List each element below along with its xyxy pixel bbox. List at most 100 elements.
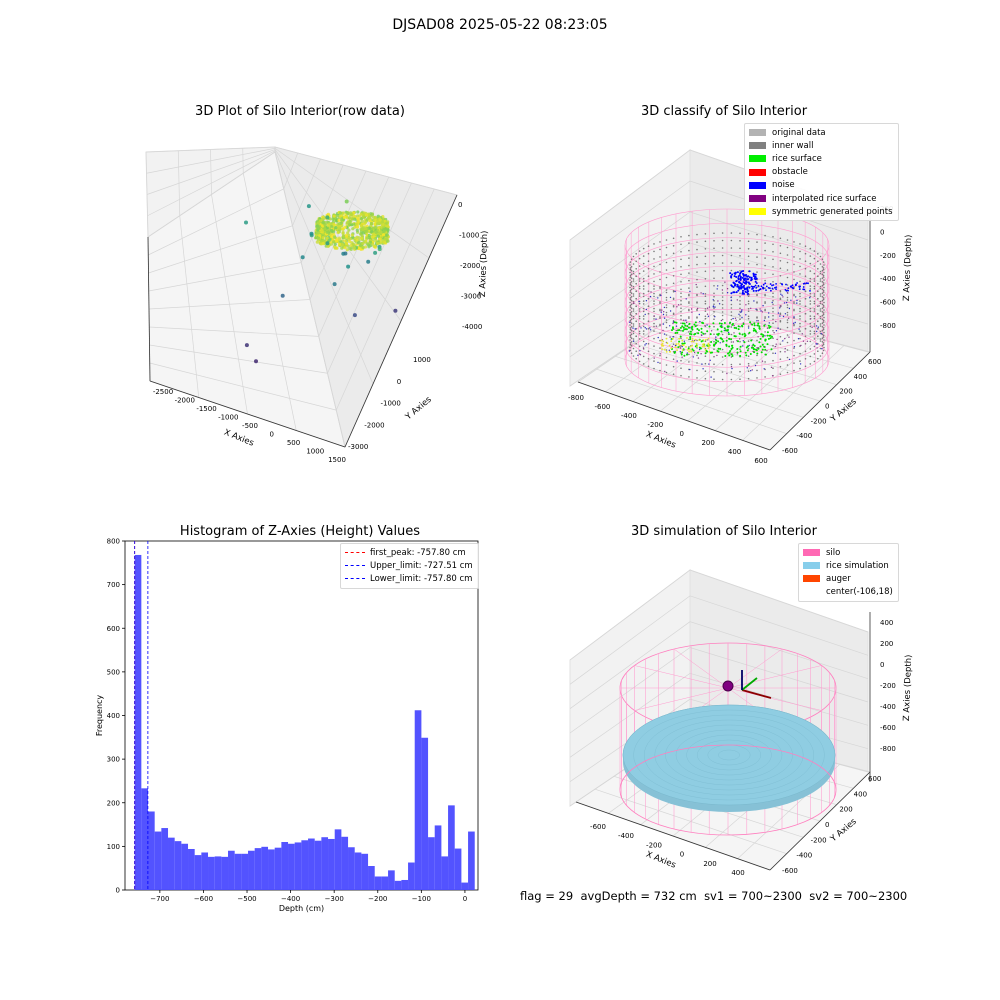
p2-wall-point: [688, 346, 690, 348]
p2-wall-point: [730, 292, 733, 294]
panel4-legend: silo rice simulation auger center(-106,18): [798, 543, 899, 602]
p1-data-point: [384, 221, 388, 225]
p2-wall-point: [642, 262, 645, 265]
p2-noise-cluster: [742, 274, 745, 277]
p1-data-point: [327, 231, 331, 235]
p2-wall-point: [632, 263, 635, 265]
p4-xtick-label: -400: [618, 832, 634, 840]
p1-data-point: [383, 228, 387, 232]
p4-rice-surface: [622, 704, 836, 806]
p2-wall-point: [821, 318, 824, 321]
p2-noise-cluster: [798, 285, 801, 288]
p2-wall-point: [809, 247, 812, 250]
p2-symmetric-point: [662, 344, 665, 347]
p2-rice-point: [739, 345, 742, 348]
p2-noise-point: [689, 290, 691, 293]
p2-symmetric-point: [692, 340, 695, 343]
p2-wall-point: [665, 299, 668, 301]
p1-data-point: [359, 247, 363, 251]
p2-wall-point: [642, 330, 645, 332]
p1-data-point: [333, 246, 338, 250]
p1-data-point: [385, 234, 390, 238]
p1-data-point: [317, 233, 322, 237]
p1-data-point: [350, 216, 354, 221]
p1-data-point: [383, 228, 387, 232]
p1-data-point: [378, 218, 382, 222]
p2-wall-point: [823, 301, 825, 304]
p2-wall-point: [653, 303, 655, 305]
p2-rice-point: [704, 352, 707, 355]
p2-rice-point: [769, 325, 772, 328]
p2-rice-point: [752, 348, 755, 351]
p2-wall-point: [665, 319, 668, 321]
p1-data-point: [318, 229, 322, 233]
p2-wall-point: [813, 300, 816, 303]
p2-silo-ring: [624, 251, 830, 325]
p4-legend-label: silo: [826, 547, 841, 558]
p1-data-point: [321, 227, 325, 231]
p2-wall-point: [739, 285, 741, 287]
p1-data-point: [359, 247, 363, 251]
p1-data-point: [325, 233, 329, 237]
p2-rice-point: [681, 322, 684, 325]
p1-data-point: [377, 230, 381, 234]
p1-data-point: [364, 220, 368, 224]
p2-wall-point: [659, 301, 661, 303]
p2-noise-cluster: [754, 273, 757, 276]
p2-rice-point: [763, 324, 766, 327]
p2-noise-cluster: [744, 277, 747, 280]
p2-noise-cluster: [738, 287, 741, 290]
p1-data-point: [320, 222, 324, 226]
p2-wall-point: [819, 272, 822, 275]
p1-data-point: [379, 230, 383, 234]
p1-data-point: [317, 231, 321, 235]
p1-data-point: [376, 216, 380, 220]
p2-wall-point: [638, 257, 641, 260]
p1-data-point: [326, 237, 330, 241]
p2-wall-point: [822, 289, 825, 292]
p3-bar: [468, 831, 475, 890]
p2-wall-point: [672, 320, 675, 323]
p1-data-point: [385, 231, 389, 235]
p1-data-point: [379, 235, 384, 239]
p2-rice-point: [758, 325, 761, 328]
p2-wall-point: [823, 264, 825, 266]
p2-wall-point: [786, 349, 789, 351]
p1-data-point: [344, 210, 348, 214]
p2-rice-point: [725, 329, 728, 332]
p1-data-point: [381, 231, 385, 235]
p1-data-point: [378, 230, 382, 234]
p2-noise-cluster: [792, 287, 794, 290]
p2-noise-cluster: [755, 289, 758, 292]
p1-data-point: [376, 221, 380, 225]
p1-data-point: [318, 234, 322, 238]
p1-data-point: [381, 240, 385, 244]
p1-data-point: [378, 217, 382, 221]
p2-noise-point: [714, 316, 716, 318]
p1-data-point: [323, 234, 327, 238]
p1-data-point: [371, 241, 375, 245]
p2-wall-point: [804, 283, 807, 285]
p1-data-point: [380, 227, 385, 231]
p1-data-point: [337, 226, 341, 230]
p2-noise-cluster: [750, 279, 753, 282]
p1-data-point: [324, 216, 328, 220]
p2-noise-cluster: [737, 289, 740, 292]
p2-wall-point: [642, 303, 645, 305]
p2-noise-cluster: [755, 287, 758, 289]
p2-wall-point: [764, 317, 766, 319]
p4-ytick-label: 400: [854, 790, 867, 798]
p1-data-point: [386, 220, 390, 224]
p2-noise-cluster: [750, 285, 753, 288]
p2-wall-point: [635, 290, 637, 293]
p2-wall-point: [813, 272, 816, 275]
p1-xtick-label: -2000: [175, 397, 195, 405]
p1-data-point: [384, 232, 388, 236]
p2-rice-point: [694, 345, 697, 348]
p1-data-point: [360, 241, 364, 246]
p1-data-point: [353, 239, 357, 243]
p2-legend-item: obstacle: [749, 166, 893, 179]
p2-wall-point: [642, 288, 645, 290]
p3-bar: [148, 811, 155, 890]
p2-wall-point: [704, 362, 707, 365]
